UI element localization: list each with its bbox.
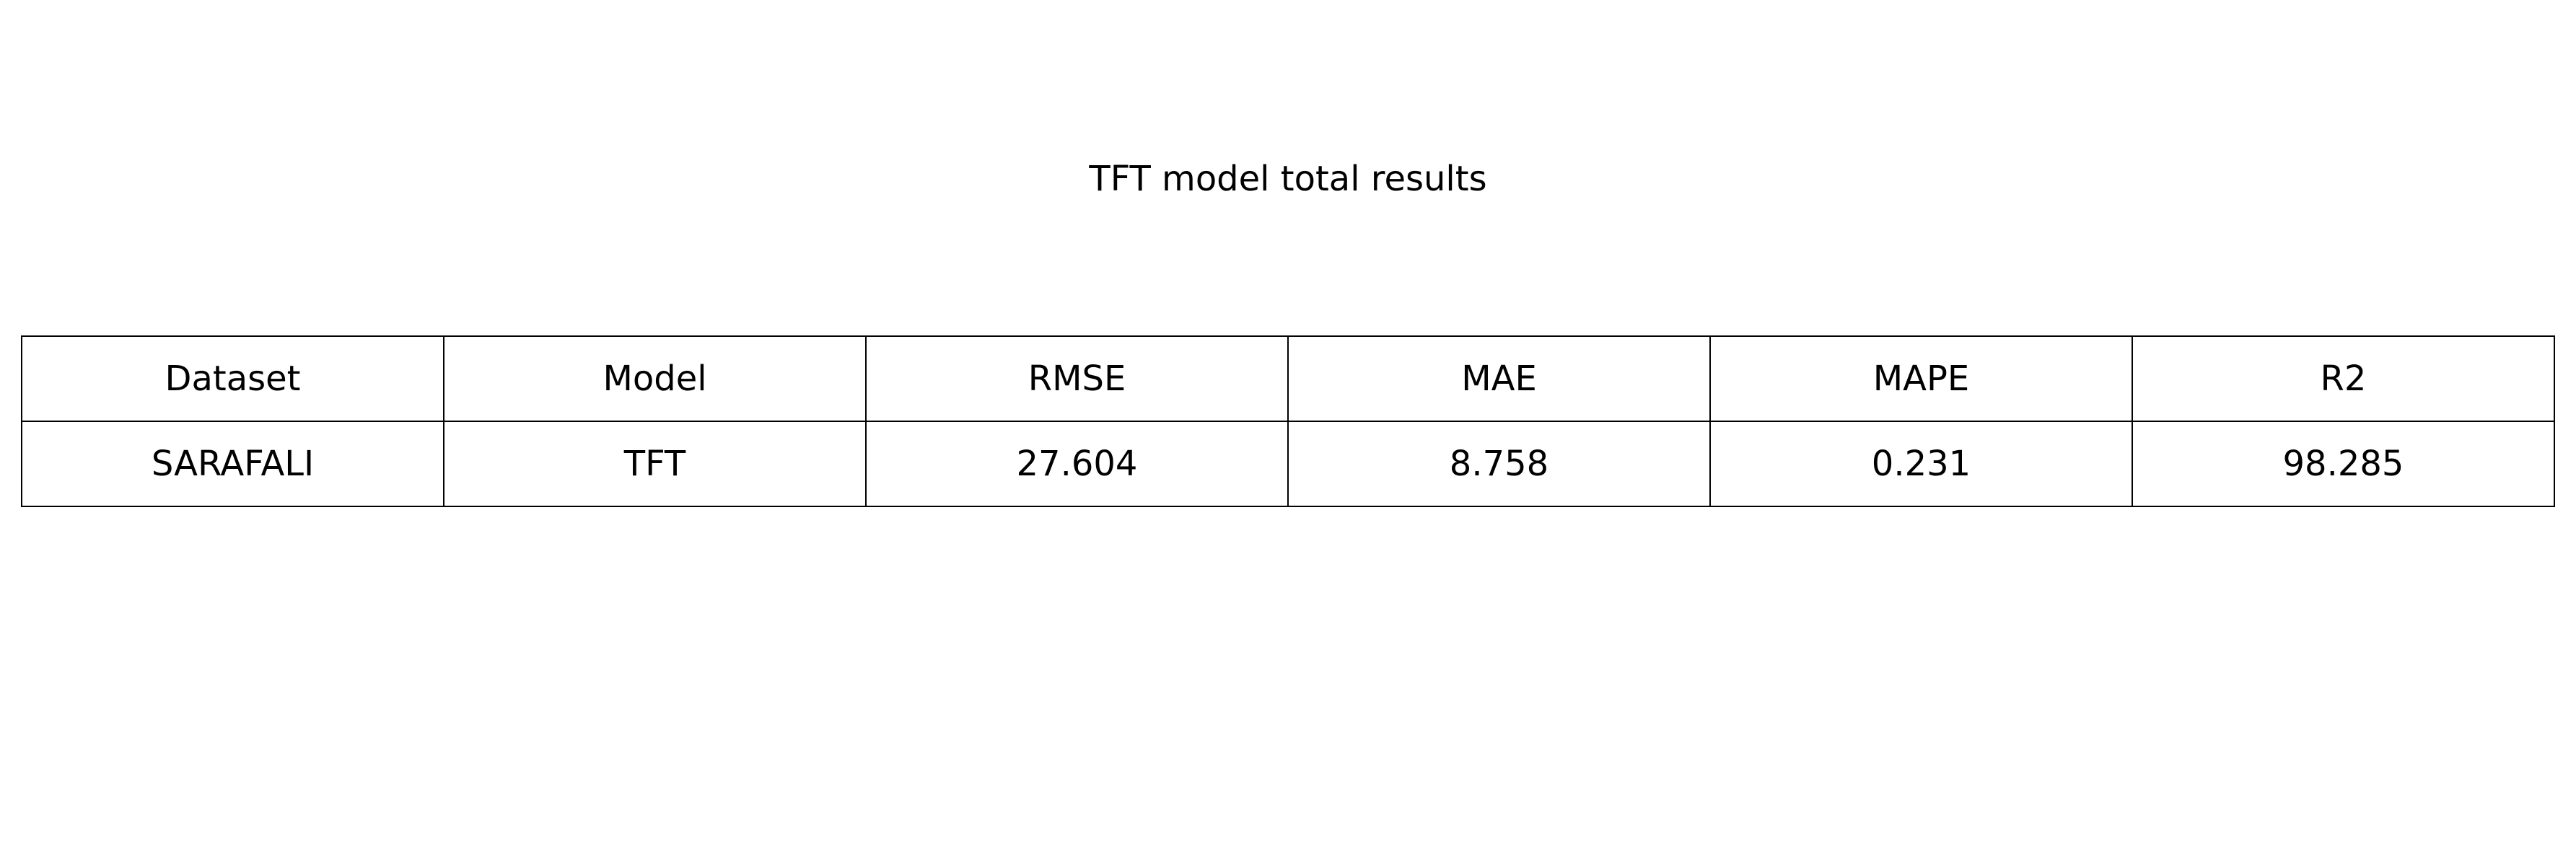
header-model: Model: [443, 335, 867, 422]
cell-mape: 0.231: [1709, 421, 2133, 507]
table-header-row: Dataset Model RMSE MAE MAPE R2: [21, 335, 2555, 422]
cell-dataset: SARAFALI: [21, 421, 444, 507]
header-mae: MAE: [1287, 335, 1711, 422]
chart-title: TFT model total results: [1089, 159, 1487, 199]
header-dataset: Dataset: [21, 335, 444, 422]
header-r2: R2: [2132, 335, 2555, 422]
header-mape: MAPE: [1709, 335, 2133, 422]
results-table: Dataset Model RMSE MAE MAPE R2 SARAFALI …: [21, 335, 2555, 507]
cell-rmse: 27.604: [865, 421, 1289, 507]
cell-r2: 98.285: [2132, 421, 2555, 507]
table-row: SARAFALI TFT 27.604 8.758 0.231 98.285: [21, 421, 2555, 507]
cell-mae: 8.758: [1287, 421, 1711, 507]
header-rmse: RMSE: [865, 335, 1289, 422]
cell-model: TFT: [443, 421, 867, 507]
